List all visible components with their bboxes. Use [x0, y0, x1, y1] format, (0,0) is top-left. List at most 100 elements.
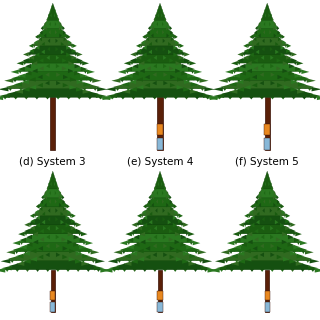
Polygon shape: [5, 269, 9, 272]
Polygon shape: [114, 92, 124, 96]
Polygon shape: [72, 44, 77, 48]
Polygon shape: [280, 71, 283, 74]
Polygon shape: [182, 259, 189, 264]
Polygon shape: [282, 210, 285, 214]
Polygon shape: [217, 252, 318, 270]
Polygon shape: [275, 251, 278, 254]
Polygon shape: [264, 22, 265, 26]
Polygon shape: [133, 242, 140, 247]
Polygon shape: [109, 252, 211, 270]
Polygon shape: [241, 242, 247, 247]
Polygon shape: [46, 64, 50, 68]
Polygon shape: [25, 269, 29, 272]
Polygon shape: [179, 88, 183, 91]
Polygon shape: [157, 177, 158, 182]
Polygon shape: [72, 49, 76, 53]
Polygon shape: [256, 50, 259, 54]
Polygon shape: [67, 240, 73, 244]
Polygon shape: [162, 37, 164, 39]
Polygon shape: [47, 62, 50, 65]
Polygon shape: [60, 22, 62, 26]
Polygon shape: [147, 30, 150, 35]
Polygon shape: [155, 186, 156, 191]
Polygon shape: [252, 246, 257, 251]
Polygon shape: [244, 226, 249, 230]
Polygon shape: [0, 87, 8, 91]
Polygon shape: [124, 261, 132, 266]
Polygon shape: [189, 254, 197, 258]
Polygon shape: [151, 22, 153, 26]
Polygon shape: [56, 226, 59, 230]
Polygon shape: [219, 78, 228, 83]
Polygon shape: [254, 62, 256, 65]
Polygon shape: [162, 191, 164, 195]
Polygon shape: [13, 247, 21, 252]
Polygon shape: [275, 220, 278, 224]
Polygon shape: [51, 88, 55, 91]
Polygon shape: [310, 93, 320, 98]
Polygon shape: [221, 243, 313, 261]
Polygon shape: [163, 38, 165, 43]
Polygon shape: [230, 254, 238, 258]
Polygon shape: [204, 269, 208, 272]
Polygon shape: [63, 200, 65, 204]
Polygon shape: [270, 242, 273, 245]
Polygon shape: [150, 28, 151, 31]
Polygon shape: [270, 64, 274, 68]
Polygon shape: [127, 242, 130, 245]
Polygon shape: [45, 81, 50, 85]
Polygon shape: [165, 197, 166, 200]
Polygon shape: [188, 232, 195, 236]
Polygon shape: [149, 42, 152, 46]
Polygon shape: [247, 80, 250, 82]
Polygon shape: [59, 26, 61, 30]
Polygon shape: [18, 74, 26, 78]
Polygon shape: [173, 37, 174, 39]
Polygon shape: [181, 71, 188, 76]
Polygon shape: [10, 63, 95, 80]
Polygon shape: [168, 220, 171, 224]
Polygon shape: [262, 233, 265, 236]
Polygon shape: [67, 210, 71, 214]
Polygon shape: [184, 97, 188, 100]
Polygon shape: [29, 49, 34, 53]
Polygon shape: [53, 20, 54, 22]
Polygon shape: [72, 62, 74, 65]
Polygon shape: [225, 260, 228, 263]
Polygon shape: [246, 62, 248, 65]
Polygon shape: [256, 12, 278, 29]
Polygon shape: [38, 255, 43, 259]
Polygon shape: [76, 229, 82, 233]
Polygon shape: [174, 240, 180, 244]
Polygon shape: [36, 269, 40, 272]
Polygon shape: [38, 242, 41, 245]
Polygon shape: [30, 213, 34, 218]
Polygon shape: [310, 259, 319, 263]
Polygon shape: [55, 30, 57, 34]
Polygon shape: [197, 84, 207, 89]
Polygon shape: [222, 256, 231, 261]
Polygon shape: [289, 259, 297, 264]
Polygon shape: [275, 42, 278, 46]
Polygon shape: [32, 69, 38, 73]
Polygon shape: [169, 88, 172, 91]
Polygon shape: [63, 83, 68, 87]
Polygon shape: [64, 215, 65, 218]
Polygon shape: [139, 29, 181, 46]
Polygon shape: [137, 77, 143, 82]
Polygon shape: [70, 80, 73, 82]
Polygon shape: [78, 251, 82, 254]
Polygon shape: [44, 190, 46, 195]
Polygon shape: [143, 269, 147, 272]
Polygon shape: [254, 30, 257, 35]
Polygon shape: [297, 89, 306, 94]
Polygon shape: [281, 224, 283, 227]
FancyBboxPatch shape: [50, 291, 55, 300]
Polygon shape: [232, 67, 239, 71]
Polygon shape: [86, 269, 90, 272]
Polygon shape: [262, 186, 263, 191]
Polygon shape: [228, 80, 231, 82]
Polygon shape: [81, 261, 89, 266]
Polygon shape: [244, 219, 249, 223]
Polygon shape: [65, 71, 68, 74]
